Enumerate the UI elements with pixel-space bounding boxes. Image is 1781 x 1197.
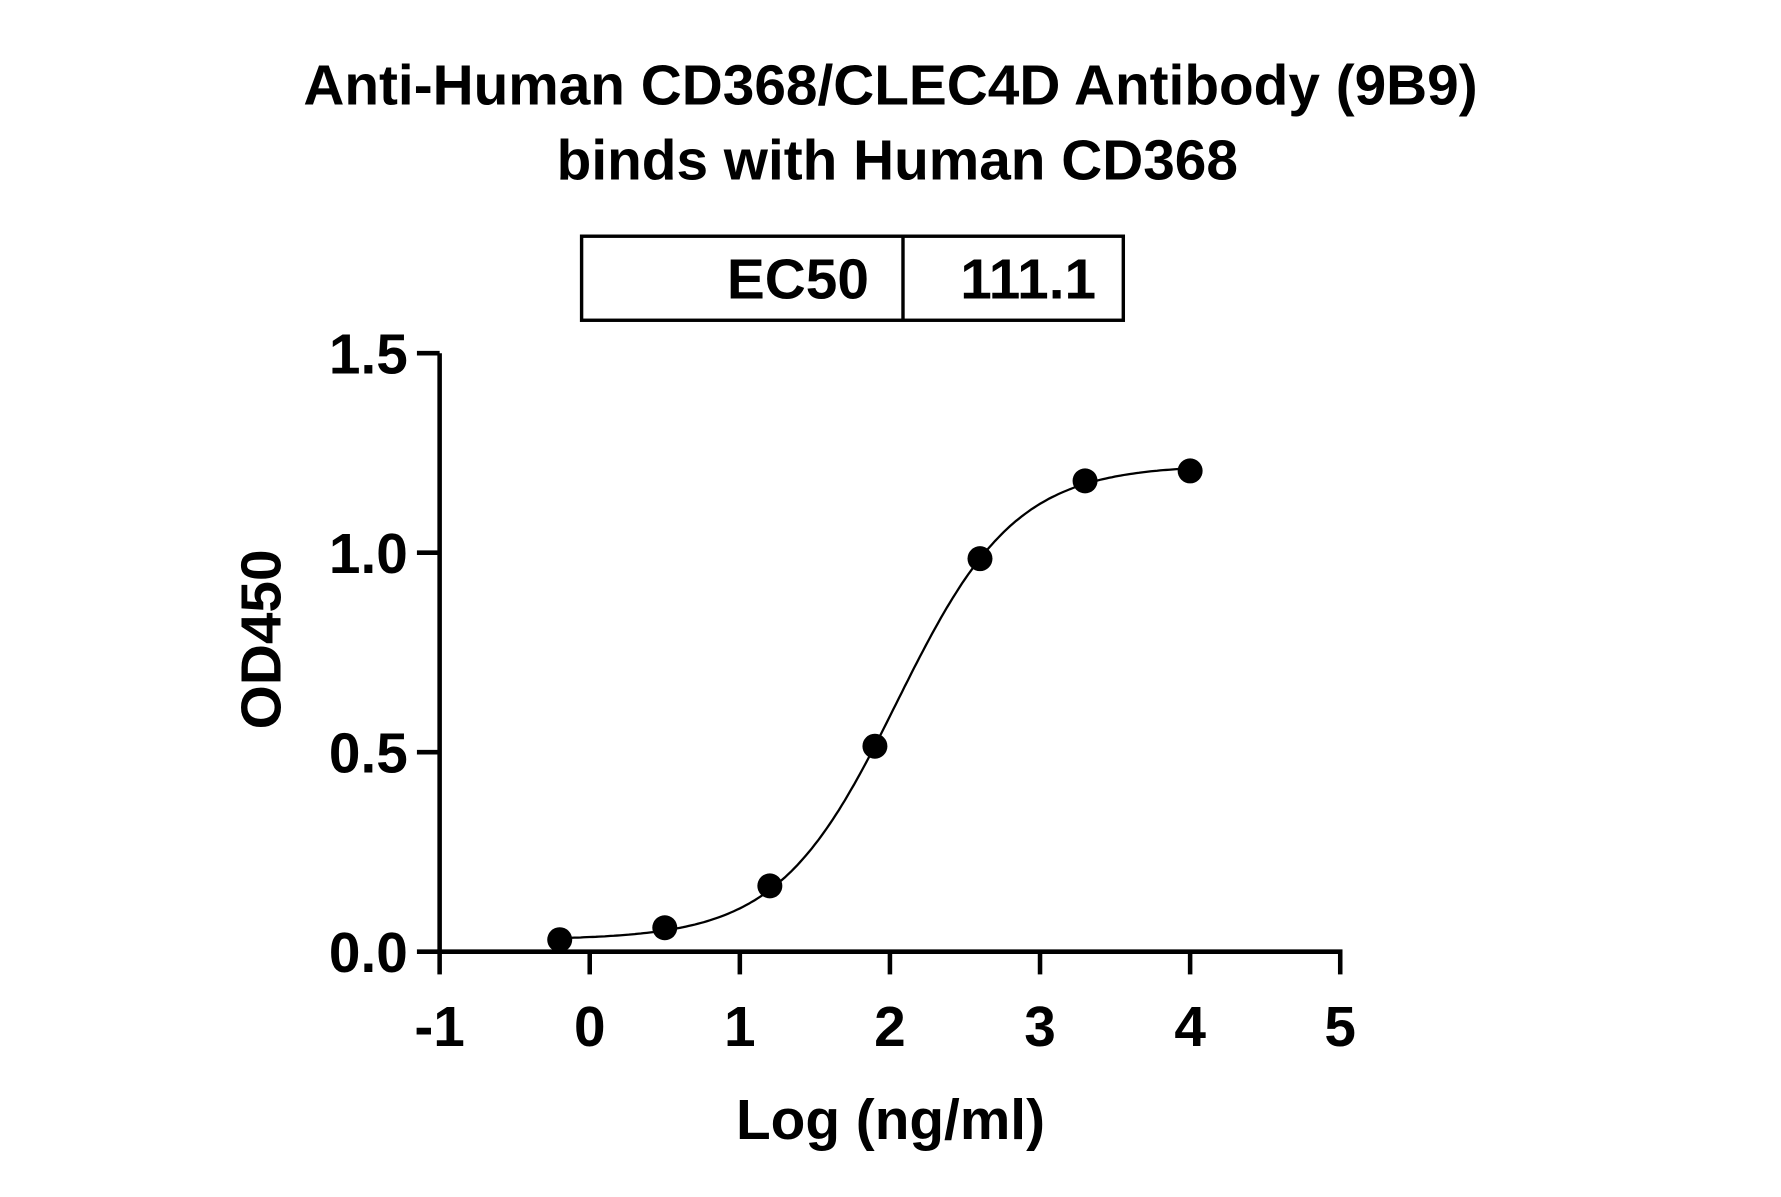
data-point [862, 733, 888, 759]
x-tick-label: 1 [724, 996, 756, 1059]
data-points [547, 458, 1203, 953]
y-tick-label: 0.5 [329, 723, 408, 786]
data-point [967, 546, 993, 572]
y-tick-label: 0.0 [329, 922, 408, 985]
data-point [1072, 468, 1098, 494]
axes: -1 0 1 2 3 4 5 0.0 0.5 1.0 1.5 [329, 324, 1356, 1059]
data-point [757, 873, 783, 899]
x-tick-label: 0 [574, 996, 606, 1059]
chart-title-line-1: Anti-Human CD368/CLEC4D Antibody (9B9) [303, 54, 1477, 117]
x-tick-label: 4 [1174, 996, 1206, 1059]
y-tick-label: 1.5 [329, 324, 408, 387]
x-tick-label: 3 [1024, 996, 1056, 1059]
data-point [652, 915, 678, 941]
fit-curve [559, 467, 1191, 940]
data-point [547, 927, 573, 953]
x-tick-label: -1 [414, 996, 464, 1059]
y-axis-label: OD450 [231, 549, 294, 729]
y-tick-label: 1.0 [329, 523, 408, 586]
data-point [1177, 458, 1203, 484]
x-tick-label: 2 [874, 996, 906, 1059]
x-tick-label: 5 [1324, 996, 1356, 1059]
ec50-value: 111.1 [960, 249, 1096, 312]
ec50-table: EC50 111.1 [579, 234, 1126, 322]
x-axis-label: Log (ng/ml) [736, 1089, 1045, 1152]
ec50-table-border [579, 234, 1126, 322]
ec50-label: EC50 [727, 249, 869, 312]
chart-title-line-2: binds with Human CD368 [557, 129, 1238, 192]
